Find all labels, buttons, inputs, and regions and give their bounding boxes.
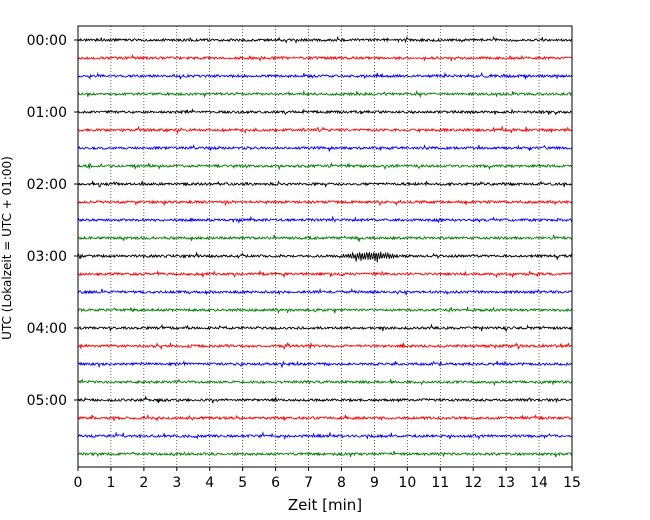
trace-0215 — [77, 199, 573, 207]
y-axis-label: UTC (Lokalzeit = UTC + 01:00) — [0, 156, 14, 340]
y-tick-label: 02:00 — [27, 177, 67, 193]
y-axis-ticks: 00:00 01:00 02:00 03:00 04:00 05:00 — [27, 33, 78, 409]
x-tick-label: 7 — [304, 475, 313, 491]
x-tick-label: 10 — [398, 475, 416, 491]
x-axis-label: Zeit [min] — [288, 496, 362, 514]
trace-0200 — [77, 179, 573, 189]
seismic-traces — [77, 35, 573, 458]
trace-0015 — [77, 53, 573, 62]
y-tick-label: 03:00 — [27, 249, 67, 265]
x-tick-label: 8 — [337, 475, 346, 491]
x-tick-label: 5 — [238, 475, 247, 491]
trace-0515 — [77, 413, 573, 422]
x-tick-label: 3 — [172, 475, 181, 491]
x-tick-label: 13 — [497, 475, 515, 491]
trace-0430 — [77, 360, 573, 369]
x-tick-label: 1 — [106, 475, 115, 491]
x-tick-label: 9 — [370, 475, 379, 491]
x-tick-label: 12 — [464, 475, 482, 491]
x-tick-label: 4 — [205, 475, 214, 491]
trace-0245 — [77, 234, 573, 243]
y-tick-label: 00:00 — [27, 33, 67, 49]
x-tick-label: 11 — [431, 475, 449, 491]
trace-0300 — [77, 251, 573, 263]
trace-0115 — [77, 125, 573, 135]
trace-0530 — [77, 431, 573, 441]
trace-0000 — [77, 35, 573, 44]
trace-0230 — [77, 215, 573, 224]
trace-0315 — [77, 269, 573, 279]
y-tick-label: 01:00 — [27, 105, 67, 121]
trace-0545 — [77, 450, 573, 458]
trace-0145 — [77, 161, 573, 171]
plot-frame — [77, 25, 573, 468]
trace-0400 — [77, 323, 573, 332]
y-tick-label: 05:00 — [27, 393, 67, 409]
trace-0130 — [77, 144, 573, 153]
y-tick-label: 04:00 — [27, 321, 67, 337]
trace-0445 — [77, 378, 573, 387]
trace-0330 — [77, 287, 573, 296]
x-tick-label: 15 — [563, 475, 581, 491]
trace-0045 — [77, 89, 573, 99]
x-tick-label: 0 — [74, 475, 83, 491]
trace-0030 — [77, 71, 573, 80]
trace-0415 — [77, 342, 573, 350]
trace-0345 — [77, 306, 573, 315]
x-tick-label: 6 — [271, 475, 280, 491]
trace-0100 — [77, 107, 573, 116]
x-tick-label: 2 — [139, 475, 148, 491]
trace-0500 — [77, 395, 573, 404]
x-tick-label: 14 — [530, 475, 548, 491]
x-axis-ticks: 0 1 2 3 4 5 6 7 8 9 10 11 12 13 14 15 — [74, 467, 581, 491]
